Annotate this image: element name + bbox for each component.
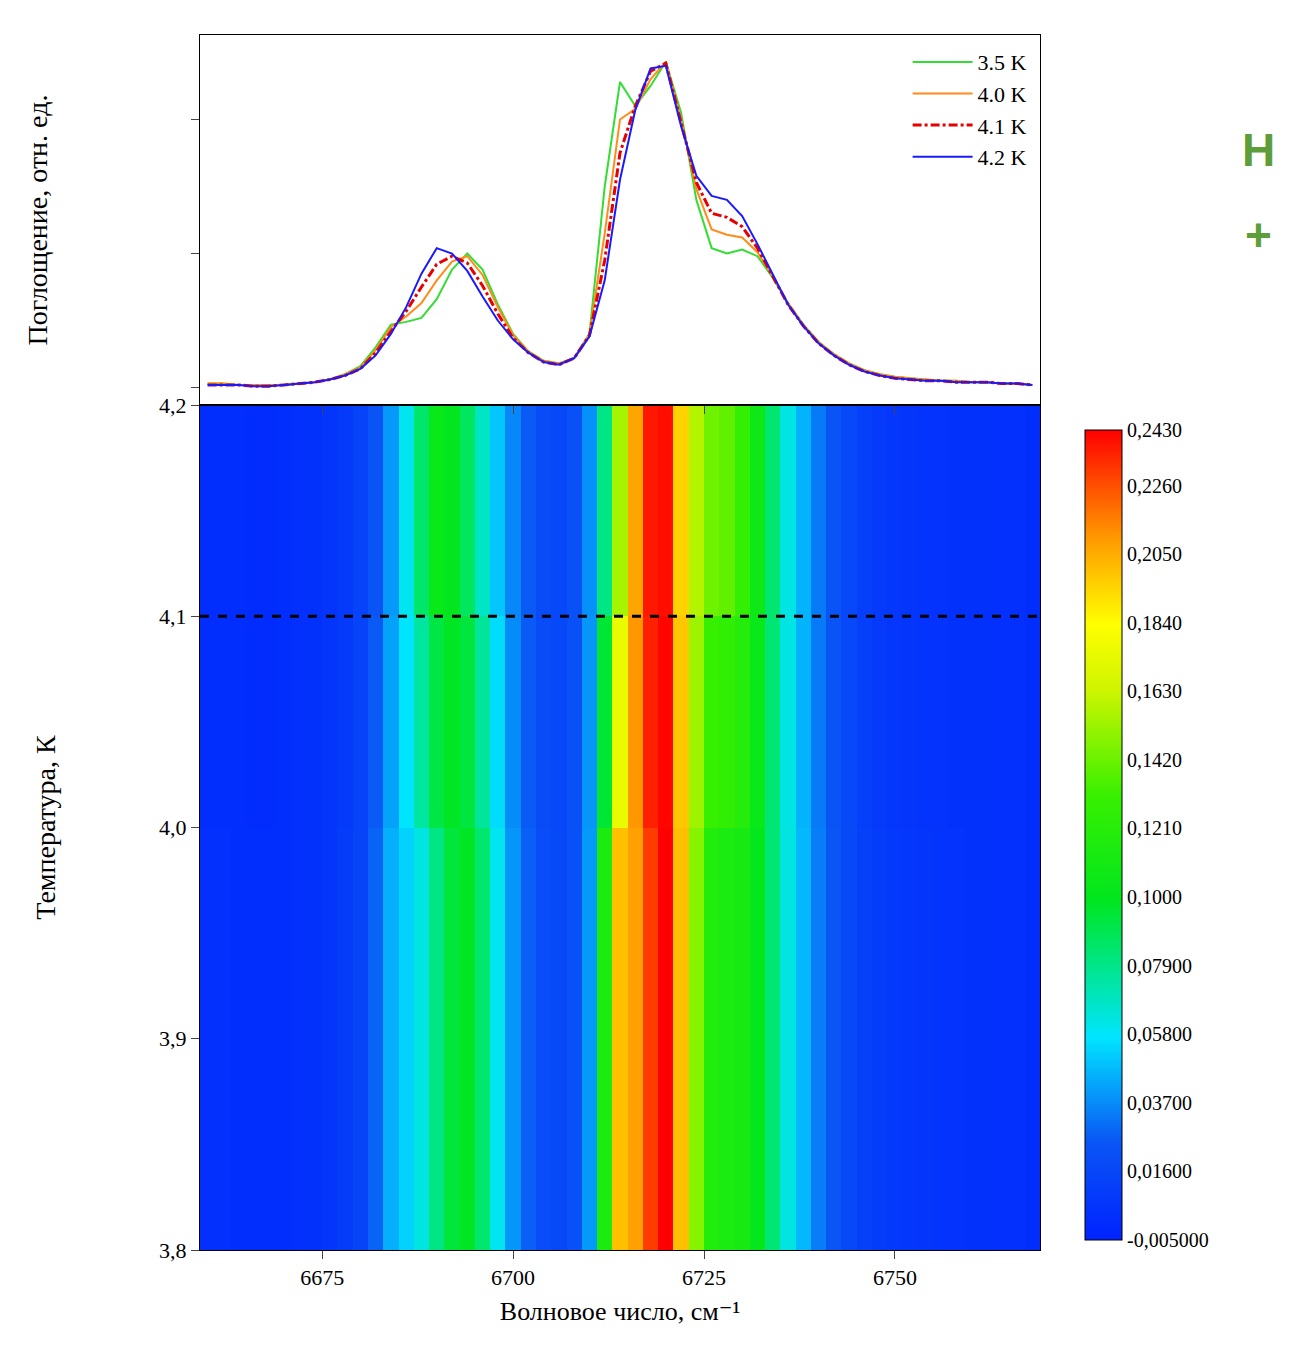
svg-text:3,8: 3,8 <box>159 1238 187 1263</box>
svg-text:3.5 K: 3.5 K <box>978 50 1027 75</box>
svg-text:4,2: 4,2 <box>159 393 187 418</box>
svg-text:0,01600: 0,01600 <box>1127 1160 1192 1182</box>
svg-text:6675: 6675 <box>300 1265 344 1290</box>
svg-text:+: + <box>1245 209 1272 261</box>
svg-text:4,0: 4,0 <box>159 815 187 840</box>
svg-text:0,1210: 0,1210 <box>1127 817 1182 839</box>
svg-text:0,03700: 0,03700 <box>1127 1092 1192 1114</box>
svg-text:0,07900: 0,07900 <box>1127 955 1192 977</box>
svg-text:6700: 6700 <box>491 1265 535 1290</box>
svg-text:4.2 K: 4.2 K <box>978 145 1027 170</box>
svg-text:Волновое число, см⁻¹: Волновое число, см⁻¹ <box>500 1297 740 1326</box>
svg-text:0,05800: 0,05800 <box>1127 1023 1192 1045</box>
svg-text:6750: 6750 <box>873 1265 917 1290</box>
svg-text:0,1000: 0,1000 <box>1127 886 1182 908</box>
svg-text:-0,005000: -0,005000 <box>1127 1229 1209 1251</box>
svg-text:6725: 6725 <box>682 1265 726 1290</box>
svg-text:4.0 K: 4.0 K <box>978 82 1027 107</box>
svg-text:0,1420: 0,1420 <box>1127 749 1182 771</box>
svg-text:0,2430: 0,2430 <box>1127 419 1182 441</box>
svg-text:0,2260: 0,2260 <box>1127 475 1182 497</box>
svg-text:0,1630: 0,1630 <box>1127 680 1182 702</box>
svg-text:Н: Н <box>1242 124 1275 176</box>
svg-text:4.1 K: 4.1 K <box>978 114 1027 139</box>
svg-text:0,2050: 0,2050 <box>1127 543 1182 565</box>
svg-text:Поглощение, отн. ед.: Поглощение, отн. ед. <box>22 95 53 346</box>
svg-text:Температура, К: Температура, К <box>30 735 61 920</box>
svg-text:3,9: 3,9 <box>159 1026 187 1051</box>
svg-text:0,1840: 0,1840 <box>1127 612 1182 634</box>
svg-text:4,1: 4,1 <box>159 604 187 629</box>
